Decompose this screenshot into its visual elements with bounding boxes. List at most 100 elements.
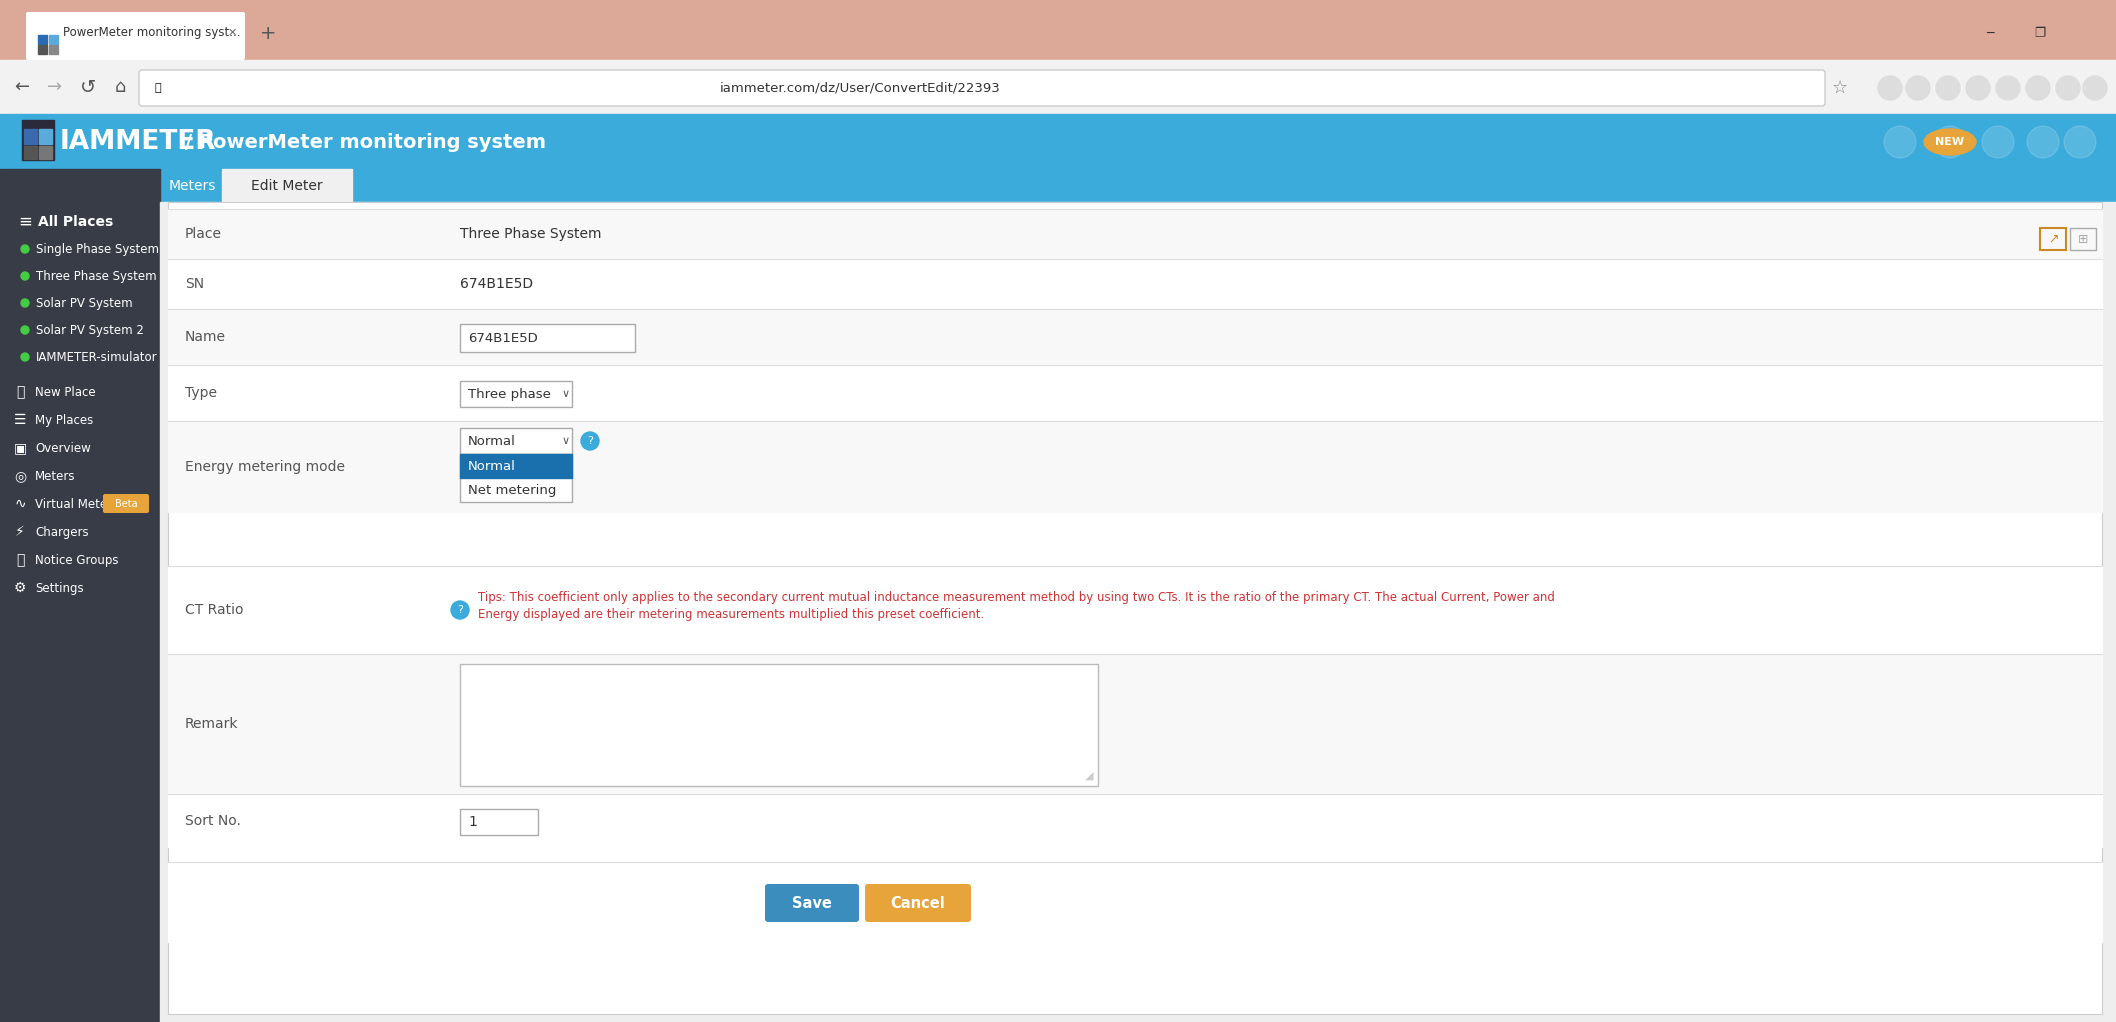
Bar [222, 169, 351, 202]
Bar [21, 120, 55, 160]
Text: Chargers: Chargers [36, 525, 89, 539]
FancyBboxPatch shape [459, 454, 571, 502]
Bar [0, 0, 2116, 60]
Bar [23, 146, 36, 159]
Text: Three phase: Three phase [468, 387, 550, 401]
Bar [167, 794, 2101, 847]
Circle shape [21, 353, 30, 361]
Text: ⚡: ⚡ [15, 525, 25, 539]
Bar [0, 60, 2116, 114]
FancyBboxPatch shape [459, 809, 537, 835]
Text: ↗: ↗ [2048, 232, 2059, 245]
Circle shape [1907, 76, 1930, 100]
Circle shape [2025, 76, 2050, 100]
Bar [161, 169, 2116, 202]
Text: Net metering: Net metering [468, 483, 557, 497]
Text: Meters: Meters [169, 179, 216, 193]
Text: ↺: ↺ [80, 78, 95, 96]
Text: 1: 1 [468, 815, 476, 829]
Circle shape [1983, 126, 2014, 158]
Text: Normal: Normal [468, 460, 516, 472]
Text: →: → [47, 78, 63, 96]
Text: SN: SN [184, 277, 203, 291]
Bar [459, 454, 571, 478]
FancyBboxPatch shape [459, 381, 571, 407]
Text: Remark: Remark [184, 717, 239, 731]
Circle shape [21, 326, 30, 334]
Text: ?: ? [457, 605, 463, 615]
Text: Tips: This coefficient only applies to the secondary current mutual inductance m: Tips: This coefficient only applies to t… [478, 591, 1555, 604]
Text: ＋: ＋ [15, 385, 23, 399]
Text: PowerMeter monitoring syst...: PowerMeter monitoring syst... [63, 26, 241, 39]
FancyBboxPatch shape [167, 202, 2101, 1014]
Ellipse shape [1923, 129, 1976, 155]
Text: Meters: Meters [36, 469, 76, 482]
Text: Three Phase System: Three Phase System [36, 270, 157, 282]
Text: ▣: ▣ [13, 442, 28, 455]
Bar [0, 114, 2116, 169]
Text: ⊞: ⊞ [2078, 232, 2088, 245]
Text: Save: Save [791, 895, 832, 911]
Text: +: + [260, 24, 277, 43]
Text: Solar PV System 2: Solar PV System 2 [36, 324, 144, 336]
Bar [38, 146, 53, 159]
Text: ⚙: ⚙ [13, 580, 25, 595]
Bar [167, 654, 2101, 794]
Bar [167, 862, 2101, 942]
Circle shape [2082, 76, 2108, 100]
Text: Energy displayed are their metering measurements multiplied this preset coeffici: Energy displayed are their metering meas… [478, 607, 984, 620]
Text: ❐: ❐ [2033, 27, 2046, 40]
Text: 🔒: 🔒 [154, 83, 161, 93]
Text: ✕: ✕ [226, 28, 237, 38]
Text: Place: Place [184, 227, 222, 241]
Bar [23, 129, 36, 144]
Text: CT Ratio: CT Ratio [184, 603, 243, 617]
Text: 674B1E5D: 674B1E5D [459, 277, 533, 291]
Circle shape [451, 601, 470, 619]
Bar [167, 210, 2101, 259]
Text: NEW: NEW [1936, 137, 1964, 147]
FancyBboxPatch shape [459, 664, 1098, 786]
Bar [167, 566, 2101, 654]
Text: IAMMETER-simulator: IAMMETER-simulator [36, 351, 157, 364]
Circle shape [1934, 126, 1966, 158]
Circle shape [1883, 126, 1915, 158]
Text: ☆: ☆ [1832, 79, 1847, 97]
Text: / PowerMeter monitoring system: / PowerMeter monitoring system [184, 133, 546, 151]
Circle shape [1936, 76, 1959, 100]
Circle shape [1879, 76, 1902, 100]
Text: Type: Type [184, 386, 218, 400]
Text: ∨: ∨ [563, 436, 569, 446]
Circle shape [2057, 76, 2080, 100]
Bar [38, 45, 47, 54]
Text: ⌂: ⌂ [114, 78, 125, 96]
Text: New Place: New Place [36, 385, 95, 399]
Bar [49, 35, 57, 44]
Bar [0, 0, 2116, 62]
Text: Cancel: Cancel [891, 895, 946, 911]
Text: ◎: ◎ [15, 469, 25, 483]
Text: ─: ─ [1987, 27, 1993, 40]
FancyBboxPatch shape [140, 69, 1824, 106]
Circle shape [21, 245, 30, 253]
Circle shape [2027, 126, 2059, 158]
Text: All Places: All Places [38, 215, 114, 229]
Text: Name: Name [184, 330, 226, 344]
Text: ≡: ≡ [19, 213, 32, 231]
Text: ←: ← [15, 78, 30, 96]
Text: Solar PV System: Solar PV System [36, 296, 133, 310]
Text: Settings: Settings [36, 582, 85, 595]
FancyBboxPatch shape [766, 884, 859, 922]
Text: Notice Groups: Notice Groups [36, 554, 118, 566]
Text: Overview: Overview [36, 442, 91, 455]
Text: Edit Meter: Edit Meter [252, 179, 324, 193]
Text: Virtual Meter: Virtual Meter [36, 498, 112, 511]
FancyBboxPatch shape [25, 12, 245, 60]
Text: ?: ? [586, 436, 592, 446]
Bar [0, 169, 161, 1022]
Text: ☰: ☰ [13, 413, 25, 427]
Bar [167, 365, 2101, 421]
Bar [161, 202, 2116, 1022]
Text: 👤: 👤 [15, 553, 23, 567]
Bar [167, 259, 2101, 309]
